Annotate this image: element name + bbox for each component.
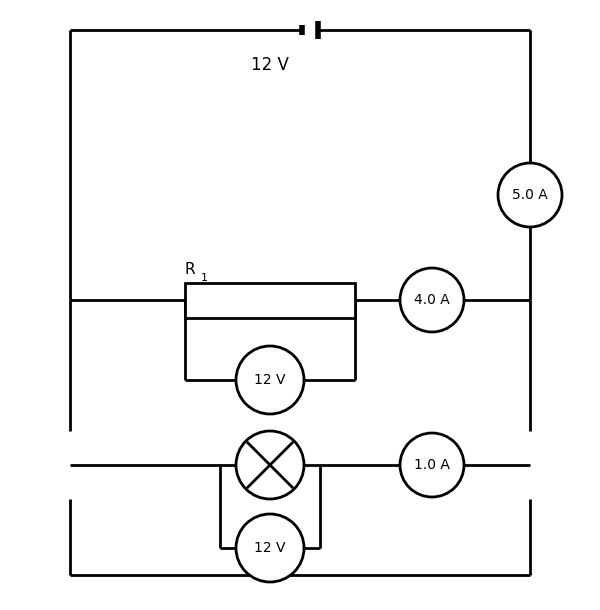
Text: 12 V: 12 V <box>254 541 286 555</box>
Text: 1: 1 <box>201 273 208 283</box>
Text: 12 V: 12 V <box>251 56 289 74</box>
Circle shape <box>236 431 304 499</box>
Circle shape <box>400 433 464 497</box>
Text: 5.0 A: 5.0 A <box>512 188 548 202</box>
Text: 1.0 A: 1.0 A <box>414 458 450 472</box>
Circle shape <box>236 514 304 582</box>
Text: 4.0 A: 4.0 A <box>414 293 450 307</box>
Circle shape <box>400 268 464 332</box>
Bar <box>185 282 355 317</box>
Circle shape <box>498 163 562 227</box>
Text: R: R <box>185 262 196 278</box>
Circle shape <box>236 346 304 414</box>
Text: 12 V: 12 V <box>254 373 286 387</box>
